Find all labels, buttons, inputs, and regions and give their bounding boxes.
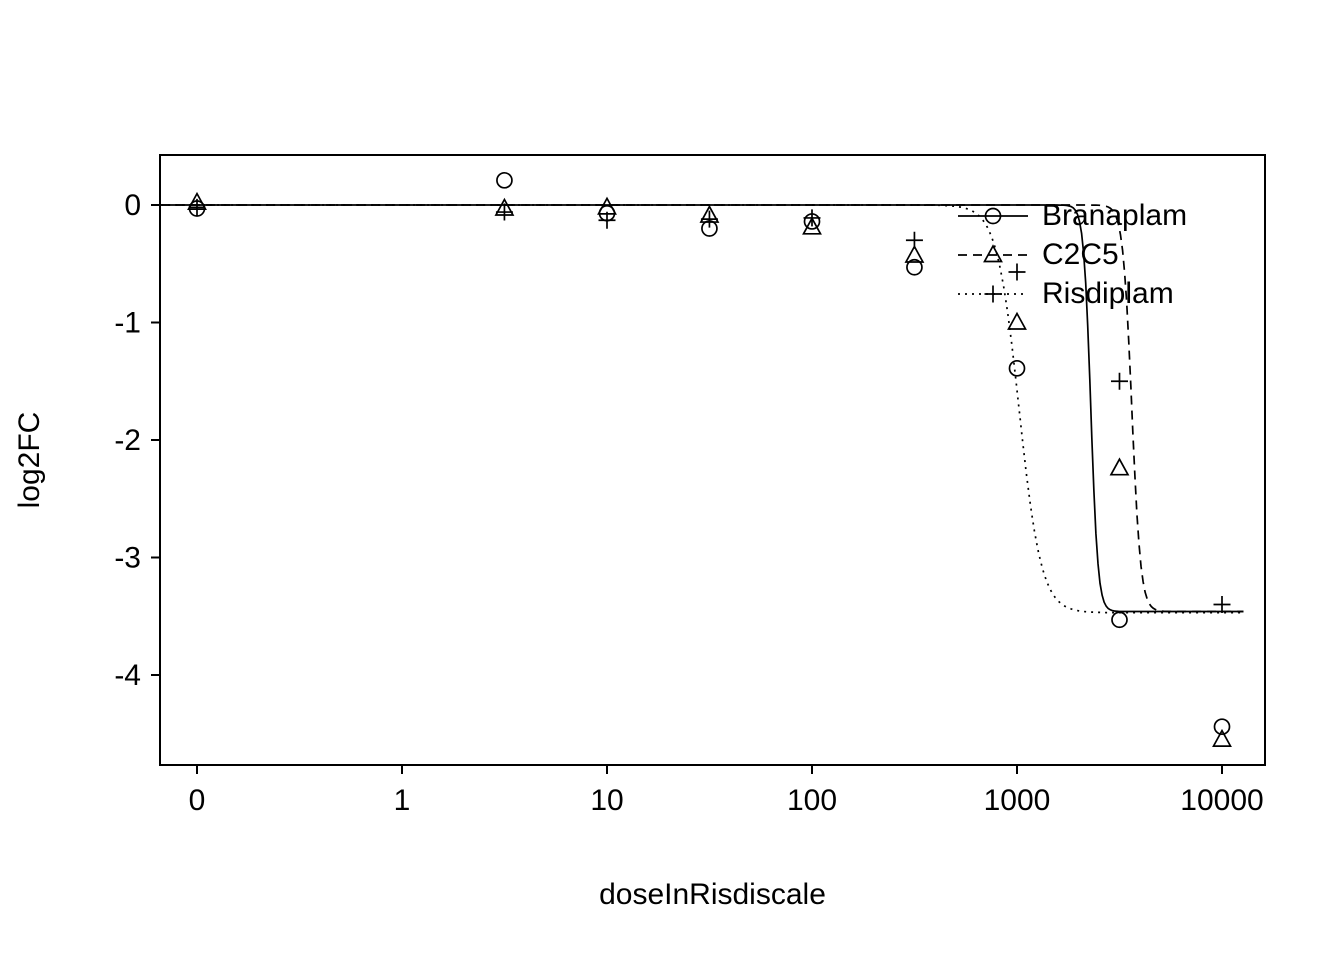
point-risdiplam bbox=[1213, 596, 1231, 613]
dotted-line-plus-icon bbox=[958, 285, 1028, 302]
point-branaplam bbox=[1111, 611, 1128, 629]
point-c2c5 bbox=[904, 244, 925, 263]
legend-item-c2c5: C2C5 bbox=[952, 235, 1187, 274]
x-tick-label: 1 bbox=[394, 784, 411, 817]
legend-item-risdiplam: Risdiplam bbox=[952, 274, 1187, 313]
fit-curve-c2c5 bbox=[161, 204, 1244, 613]
chart-legend: Branaplam C2C5 Risdiplam bbox=[952, 196, 1187, 313]
solid-line-circle-icon bbox=[958, 207, 1028, 224]
point-c2c5 bbox=[1109, 457, 1130, 476]
y-axis-label: log2FC bbox=[13, 411, 46, 509]
x-tick-label: 10000 bbox=[1180, 784, 1263, 817]
legend-item-branaplam: Branaplam bbox=[952, 196, 1187, 235]
point-c2c5 bbox=[802, 216, 822, 235]
plus-marker-icon bbox=[984, 285, 1002, 302]
legend-label: Branaplam bbox=[1042, 198, 1188, 232]
y-tick-label: 0 bbox=[124, 189, 141, 222]
point-c2c5 bbox=[1007, 311, 1027, 330]
y-tick-label: -4 bbox=[114, 659, 141, 692]
point-risdiplam bbox=[700, 210, 718, 228]
point-risdiplam bbox=[495, 203, 513, 221]
y-tick-label: -1 bbox=[114, 307, 141, 340]
point-risdiplam bbox=[1110, 372, 1128, 390]
point-branaplam bbox=[1213, 718, 1231, 736]
x-tick-label: 0 bbox=[189, 784, 206, 817]
y-tick-label: -2 bbox=[114, 424, 141, 457]
point-branaplam bbox=[906, 258, 923, 276]
point-risdiplam bbox=[1008, 263, 1026, 281]
y-tick-label: -3 bbox=[114, 542, 141, 575]
x-tick-label: 100 bbox=[787, 784, 837, 817]
point-risdiplam bbox=[598, 211, 616, 229]
x-axis-label: doseInRisdiscale bbox=[599, 878, 826, 911]
dashed-line-triangle-icon bbox=[958, 243, 1028, 262]
point-c2c5 bbox=[1212, 728, 1232, 747]
plot-border bbox=[159, 154, 1266, 766]
point-branaplam bbox=[1008, 359, 1026, 377]
point-risdiplam bbox=[803, 209, 821, 227]
point-risdiplam bbox=[905, 231, 923, 249]
circle-marker-icon bbox=[984, 207, 1002, 224]
legend-label: C2C5 bbox=[1042, 237, 1119, 271]
x-tick-label: 10 bbox=[590, 784, 623, 817]
triangle-marker-icon bbox=[983, 243, 1003, 262]
legend-label: Risdiplam bbox=[1042, 276, 1174, 310]
point-branaplam bbox=[496, 171, 513, 189]
point-risdiplam bbox=[188, 198, 206, 216]
x-tick-label: 1000 bbox=[984, 784, 1051, 817]
